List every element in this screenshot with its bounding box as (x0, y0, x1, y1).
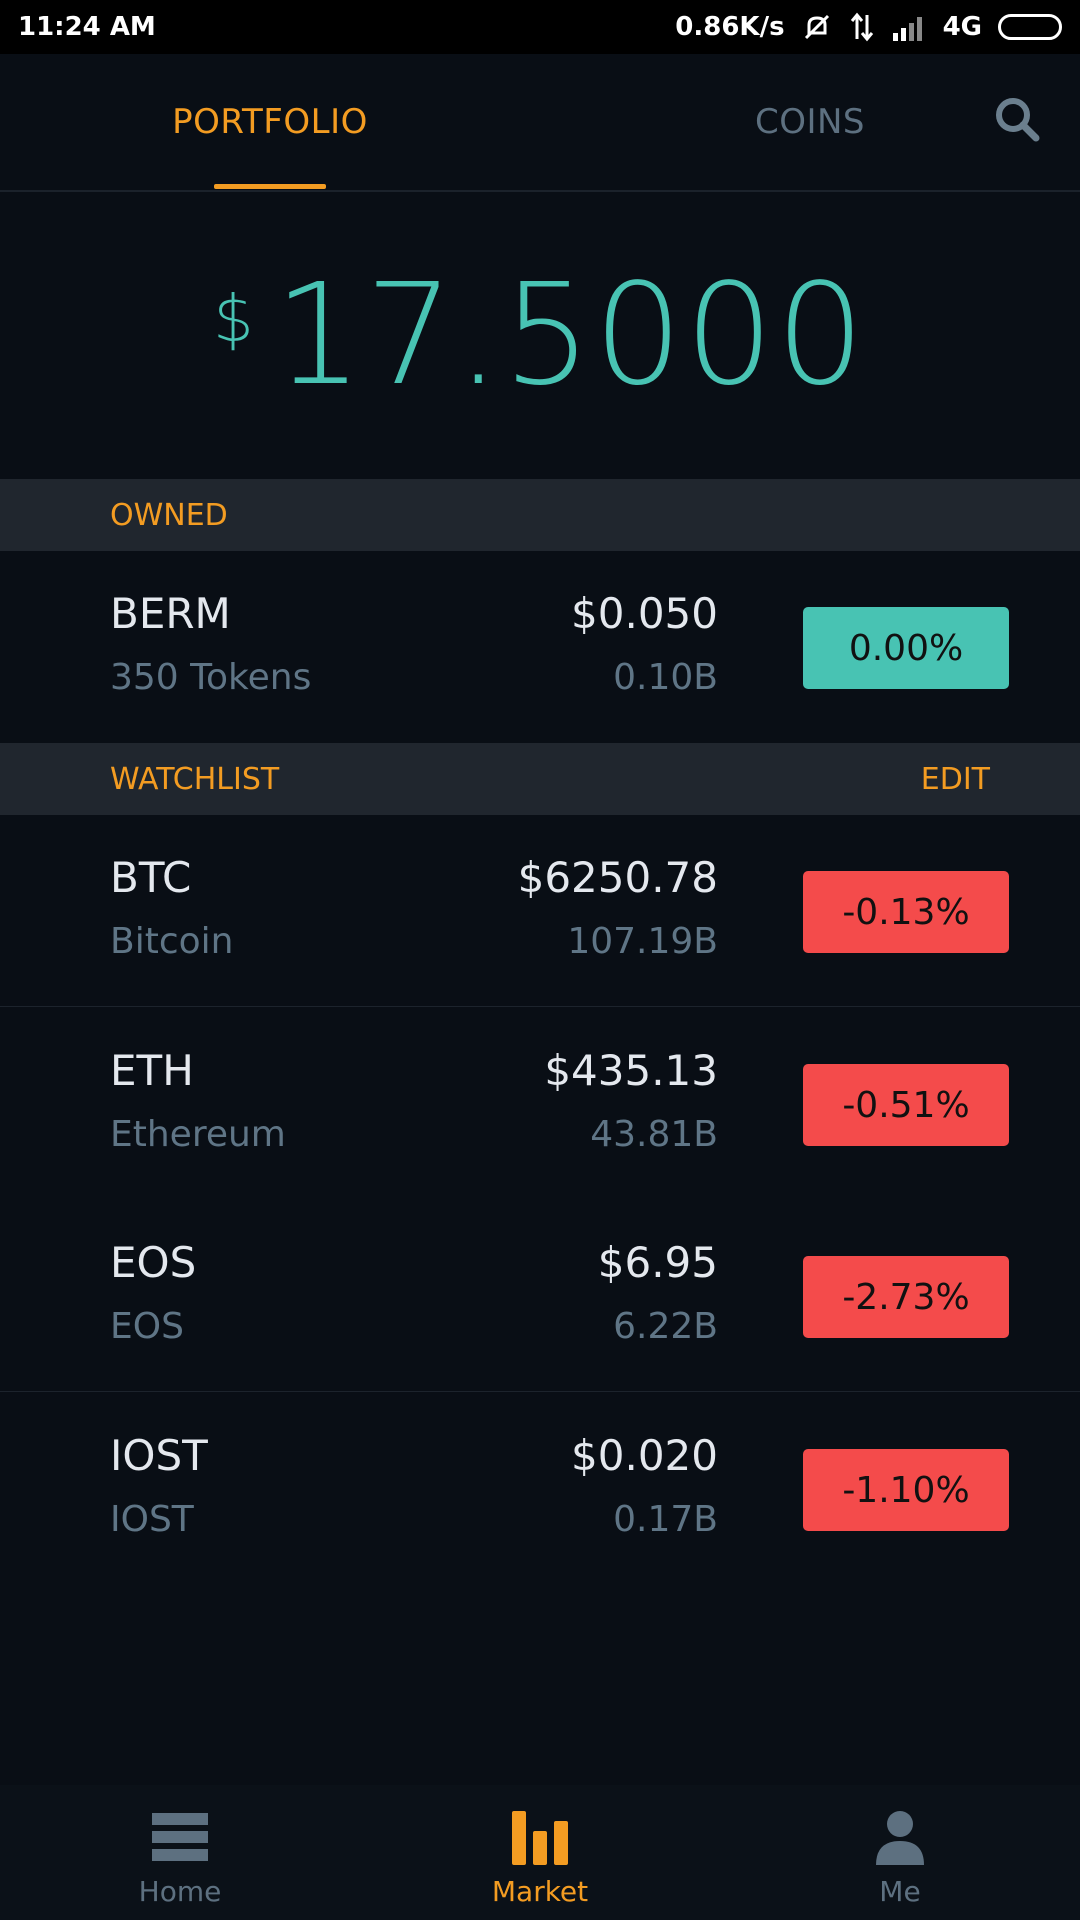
watchlist-row-btc[interactable]: BTC Bitcoin $6250.78 107.19B -0.13% (0, 815, 1080, 1007)
change-badge[interactable]: -1.10% (803, 1449, 1009, 1531)
coin-holdings: 350 Tokens (110, 657, 312, 698)
watchlist-section-header: WATCHLIST EDIT (0, 743, 1080, 815)
nav-home-label: Home (138, 1875, 222, 1908)
bottom-nav: Home Market Me (0, 1785, 1080, 1920)
search-button[interactable] (992, 94, 1044, 146)
status-time: 11:24 AM (18, 12, 156, 42)
signal-icon (891, 13, 927, 41)
tab-coins[interactable]: COINS (754, 102, 866, 142)
coin-symbol: BERM (110, 589, 231, 638)
nav-market[interactable]: Market (360, 1785, 720, 1920)
coin-price: $6250.78 (517, 853, 718, 902)
coin-volume: 6.22B (613, 1306, 718, 1347)
nav-me[interactable]: Me (720, 1785, 1080, 1920)
coin-symbol: BTC (110, 853, 192, 902)
status-indicators: 0.86K/s 4G (675, 11, 1062, 43)
watchlist-header-label: WATCHLIST (110, 761, 280, 797)
balance-value: 17.5000 (273, 253, 867, 417)
coin-name: IOST (110, 1499, 194, 1540)
list-icon (152, 1813, 208, 1861)
balance-currency: $ (213, 283, 254, 357)
change-badge[interactable]: 0.00% (803, 607, 1009, 689)
coin-volume: 0.10B (613, 657, 718, 698)
coin-volume: 43.81B (590, 1114, 718, 1155)
nav-home[interactable]: Home (0, 1785, 360, 1920)
coin-volume: 0.17B (613, 1499, 718, 1540)
top-tab-bar: PORTFOLIO COINS (0, 54, 1080, 192)
coin-symbol: EOS (110, 1238, 197, 1287)
nav-me-label: Me (879, 1875, 921, 1908)
network-type: 4G (942, 12, 982, 42)
change-badge[interactable]: -0.51% (803, 1064, 1009, 1146)
coin-price: $0.020 (571, 1431, 718, 1480)
coin-symbol: IOST (110, 1431, 208, 1480)
tab-portfolio[interactable]: PORTFOLIO (172, 102, 368, 142)
mute-icon (801, 11, 833, 43)
coin-symbol: ETH (110, 1046, 194, 1095)
owned-section-header: OWNED (0, 479, 1080, 551)
watchlist-row-iost[interactable]: IOST IOST $0.020 0.17B -1.10% (0, 1393, 1080, 1585)
change-badge[interactable]: -2.73% (803, 1256, 1009, 1338)
coin-name: EOS (110, 1306, 184, 1347)
coin-price: $6.95 (597, 1238, 718, 1287)
change-badge[interactable]: -0.13% (803, 871, 1009, 953)
bar-chart-icon (512, 1811, 568, 1865)
coin-price: $435.13 (544, 1046, 718, 1095)
edit-watchlist-button[interactable]: EDIT (920, 761, 990, 797)
user-icon (876, 1811, 924, 1865)
data-arrows-icon (849, 11, 875, 43)
status-bar: 11:24 AM 0.86K/s 4G (0, 0, 1080, 54)
watchlist-row-eos[interactable]: EOS EOS $6.95 6.22B -2.73% (0, 1200, 1080, 1392)
coin-name: Bitcoin (110, 921, 234, 962)
net-speed: 0.86K/s (675, 12, 785, 42)
owned-header-label: OWNED (110, 497, 228, 533)
coin-price: $0.050 (571, 589, 718, 638)
coin-name: Ethereum (110, 1114, 286, 1155)
portfolio-balance: $ 17.5000 (0, 192, 1080, 478)
owned-row-berm[interactable]: BERM 350 Tokens $0.050 0.10B 0.00% (0, 551, 1080, 743)
search-icon (996, 98, 1040, 142)
battery-icon (998, 14, 1062, 40)
nav-market-label: Market (491, 1875, 589, 1908)
watchlist-row-eth[interactable]: ETH Ethereum $435.13 43.81B -0.51% (0, 1008, 1080, 1200)
coin-volume: 107.19B (567, 921, 718, 962)
active-tab-indicator (214, 184, 326, 189)
